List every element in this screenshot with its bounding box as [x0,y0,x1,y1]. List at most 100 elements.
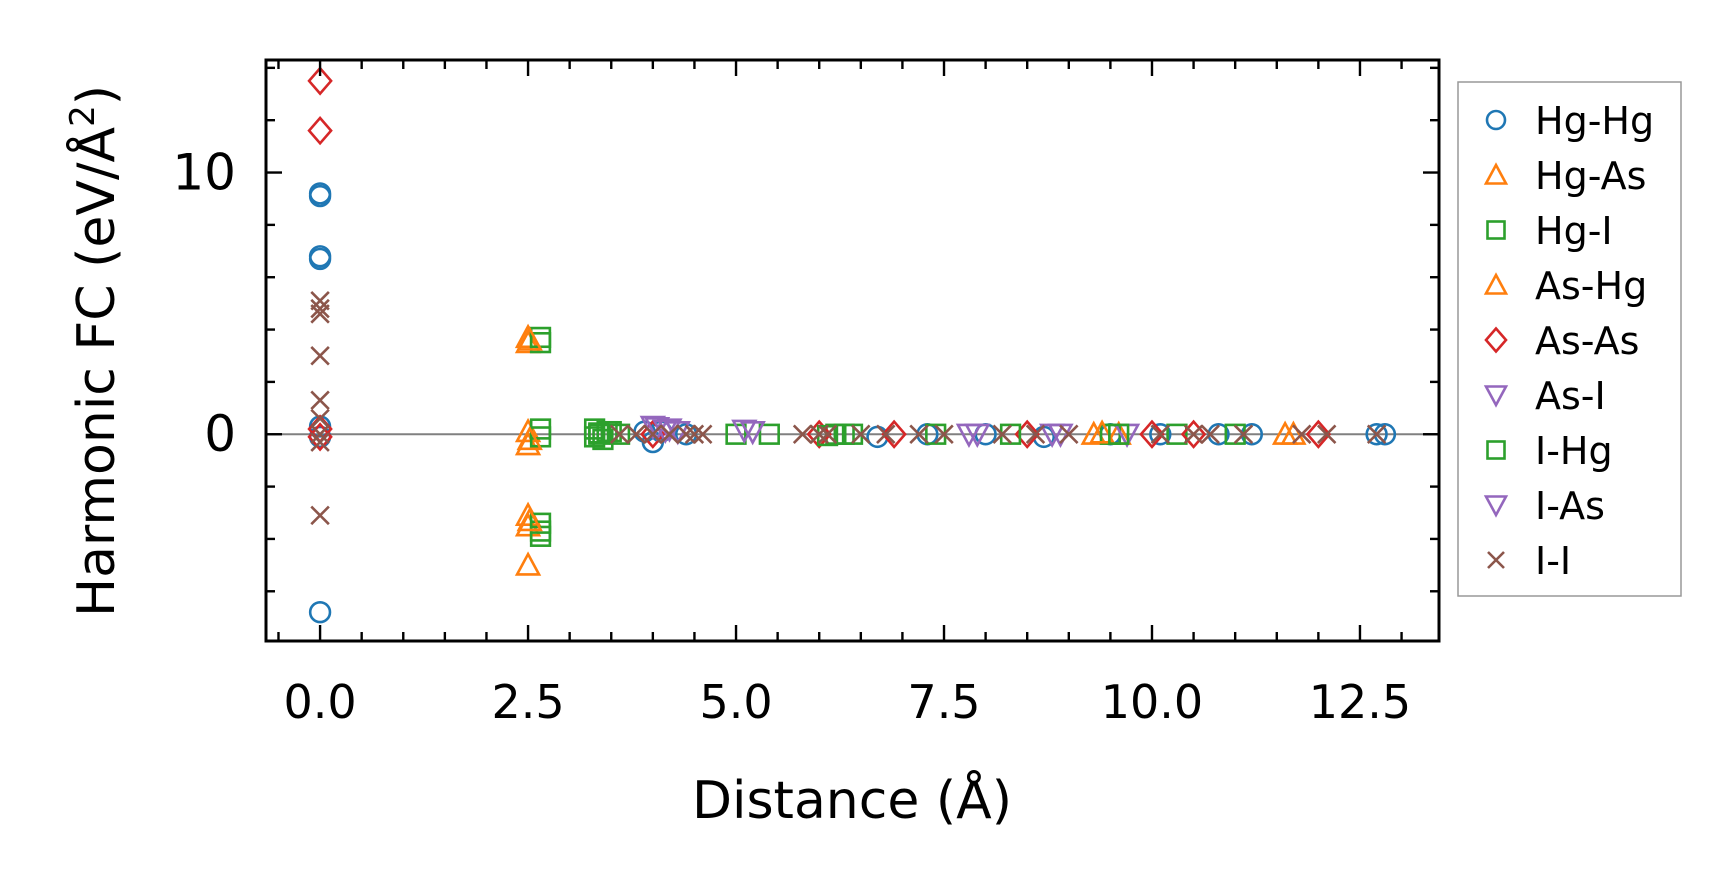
data-point [1280,420,1307,445]
data-point [1305,419,1332,449]
data-point [1183,424,1204,444]
data-point [1166,423,1188,445]
data-point [809,424,829,444]
data-point [626,424,646,444]
y-tick-label: 0 [204,405,236,463]
series-hg-hg [308,182,1397,624]
y-tick-label: 10 [172,144,236,202]
legend-label: As-I [1535,374,1606,418]
data-point [1088,419,1116,444]
x-axis-label: Distance (Å) [692,769,1012,831]
plot-frame [264,58,1441,643]
legend-entry: Hg-As [1483,154,1646,198]
data-point [934,424,954,444]
data-point [516,326,543,351]
legend-marker [1484,326,1508,354]
data-point [310,390,330,410]
legend-entry: Hg-Hg [1485,99,1654,143]
data-point [307,66,333,96]
legend-entry: As-Hg [1483,264,1647,308]
legend-marker [1483,162,1509,185]
data-point [758,423,780,445]
data-point [1316,424,1337,444]
data-point [310,304,330,324]
data-point [307,422,333,452]
data-point [516,506,543,532]
data-point [308,601,332,624]
x-tick-label: 12.5 [1309,675,1411,729]
data-point [307,116,333,146]
data-point [817,424,838,444]
data-point [909,424,929,444]
data-point [792,424,813,444]
data-point [739,420,766,446]
data-point [1150,424,1171,444]
data-point [529,331,552,354]
legend-entry: As-As [1484,319,1639,363]
data-point [684,424,705,444]
y-axis-label-main: Harmonic FC (eV/Å [65,126,127,617]
legend-label: As-As [1535,319,1639,363]
data-point [514,551,542,576]
x-tick-label: 0.0 [283,675,356,729]
data-point [310,505,330,526]
data-point [851,424,871,444]
data-point [1059,424,1079,444]
data-point [1149,423,1172,446]
data-point [1233,424,1254,444]
legend-marker [1486,440,1506,460]
data-point [881,419,907,449]
legend: Hg-Hg Hg-As Hg-I As-Hg As-As As-I I-Hg I-As I-I [1457,81,1682,597]
legend-entry: As-I [1483,374,1606,418]
data-point [310,432,330,452]
data-point [693,424,713,444]
data-point [992,424,1012,444]
y-axis-label-superscript: 2 [63,105,103,127]
series-i-i [310,291,1387,526]
legend-marker [1483,495,1509,518]
data-point [516,425,543,451]
data-point [731,419,758,445]
data-point [1292,424,1312,444]
data-point [1038,423,1066,448]
data-point [806,419,832,449]
legend-label: Hg-I [1535,209,1613,253]
legend-entry: I-Hg [1486,429,1613,473]
data-point [310,298,330,319]
legend-entry: I-As [1483,484,1605,528]
data-point [876,424,896,444]
data-point [833,423,855,445]
data-point [310,346,330,366]
legend-marker [1487,551,1505,569]
series-hg-as [514,323,1299,576]
x-tick-label: 5.0 [699,675,772,729]
data-point [643,424,663,444]
data-point [1108,423,1130,445]
legend-label: I-Hg [1535,429,1613,473]
data-point [308,247,332,271]
x-tick-label: 2.5 [491,675,564,729]
data-point [1200,424,1220,444]
legend-label: Hg-As [1535,154,1646,198]
data-point [310,424,330,444]
data-point [514,417,542,443]
legend-label: I-I [1535,539,1571,583]
data-point [1080,420,1107,445]
data-point [588,423,610,445]
series-as-as [307,66,1332,452]
data-point [310,408,330,429]
data-point [964,423,991,448]
data-point [1365,423,1388,446]
data-point [1139,419,1165,449]
x-tick-label: 7.5 [907,675,980,729]
legend-label: As-Hg [1535,264,1647,308]
legend-marker [1483,272,1509,295]
legend-marker [1486,220,1506,240]
data-point [1025,424,1046,444]
y-axis-label: Harmonic FC (eV/Å2) [63,85,127,617]
data-point [1180,419,1207,449]
y-axis-label-close: ) [67,85,127,105]
legend-entry: I-I [1487,539,1571,583]
legend-label: I-As [1535,484,1605,528]
